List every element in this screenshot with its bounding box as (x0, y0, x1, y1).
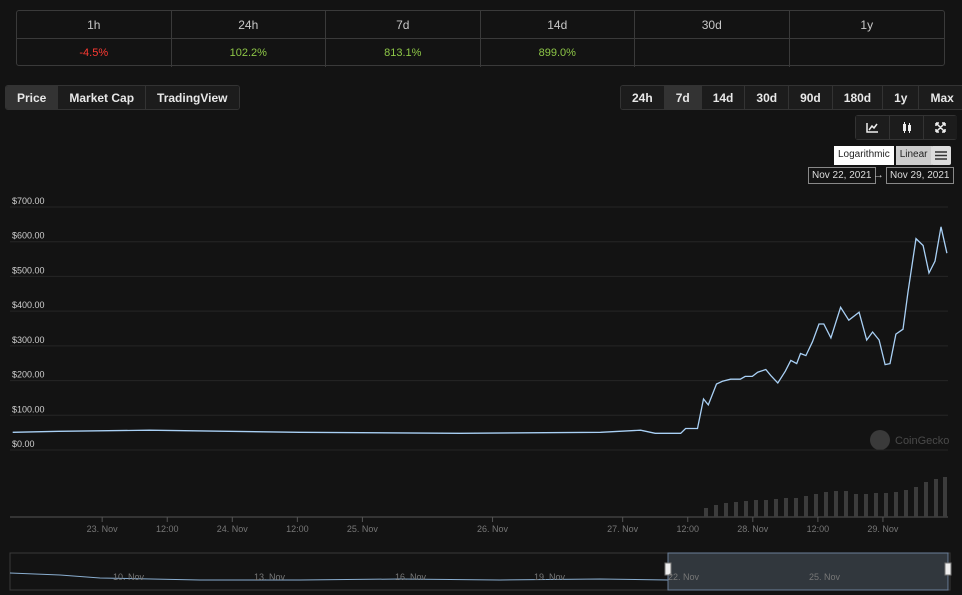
date-to[interactable]: Nov 29, 2021 (886, 167, 954, 184)
y-tick-label: $200.00 (12, 370, 45, 380)
navigator-label: 19. Nov (534, 572, 566, 582)
period-header: 7d (326, 11, 481, 39)
x-tick-label: 24. Nov (217, 524, 249, 534)
navigator-handle[interactable] (664, 562, 672, 576)
x-tick-label: 12:00 (286, 524, 309, 534)
range-buttons: 24h 7d 14d 30d 90d 180d 1y Max (620, 85, 962, 110)
period-value: -4.5% (17, 39, 172, 67)
x-tick-label: 26. Nov (477, 524, 509, 534)
navigator-label: 16. Nov (395, 572, 427, 582)
volume-bars (704, 477, 947, 517)
period-value: 813.1% (326, 39, 481, 67)
navigator-history (9, 572, 669, 581)
y-tick-label: $500.00 (12, 265, 45, 275)
x-tick-label: 12:00 (676, 524, 699, 534)
candle-chart-button[interactable] (889, 116, 923, 139)
y-tick-label: $0.00 (12, 439, 35, 449)
period-value: 102.2% (172, 39, 326, 67)
range-button[interactable]: 180d (831, 86, 883, 109)
y-tick-label: $100.00 (12, 404, 45, 414)
range-button[interactable]: 14d (700, 86, 745, 109)
tab-button[interactable]: Price (6, 86, 58, 109)
scale-button[interactable]: Logarithmic (834, 146, 894, 165)
x-tick-label: 27. Nov (607, 524, 639, 534)
tab-button[interactable]: Market Cap (57, 86, 146, 109)
range-button[interactable]: 7d (663, 86, 701, 109)
watermark (870, 430, 890, 450)
tab-button[interactable]: TradingView (145, 86, 239, 109)
chart-tabs: Price Market Cap TradingView (5, 85, 240, 110)
chart-type-buttons (855, 115, 957, 140)
period-header: 1h (17, 11, 172, 39)
y-tick-label: $700.00 (12, 196, 45, 206)
date-arrow: → (873, 169, 884, 181)
navigator-label: 22. Nov (668, 572, 700, 582)
range-button[interactable]: 90d (788, 86, 832, 109)
y-tick-label: $400.00 (12, 300, 45, 310)
y-tick-label: $600.00 (12, 231, 45, 241)
period-value-cell (635, 39, 790, 67)
range-button[interactable]: 30d (744, 86, 789, 109)
period-header: 14d (480, 11, 635, 39)
navigator-window[interactable] (667, 552, 949, 591)
navigator-label: 10. Nov (113, 572, 145, 582)
period-header: 30d (635, 11, 790, 39)
period-header: 1y (789, 11, 944, 39)
navigator-label: 25. Nov (809, 572, 841, 582)
period-value: 899.0% (481, 39, 635, 67)
range-button[interactable]: 24h (621, 86, 664, 109)
period-header: 24h (171, 11, 326, 39)
menu-button[interactable] (931, 146, 951, 165)
x-tick-label: 25. Nov (347, 524, 379, 534)
scale-buttons: Logarithmic Linear (834, 146, 932, 165)
x-tick-label: 12:00 (807, 524, 830, 534)
navigator-handle[interactable] (944, 562, 952, 576)
navigator-label: 13. Nov (254, 572, 286, 582)
range-button[interactable]: Max (918, 86, 962, 109)
range-button[interactable]: 1y (882, 86, 919, 109)
watermark-text: CoinGecko (895, 435, 949, 447)
scale-button[interactable]: Linear (895, 146, 932, 165)
line-chart-button[interactable] (856, 116, 889, 139)
performance-table: 1h 24h 7d 14d 30d 1y -4.5% 102.2% 813.1% 899.0% (16, 10, 945, 67)
x-tick-label: 23. Nov (87, 524, 119, 534)
price-line (12, 226, 948, 434)
x-tick-label: 12:00 (156, 524, 179, 534)
x-tick-label: 28. Nov (737, 524, 769, 534)
fullscreen-button[interactable] (923, 116, 957, 139)
x-tick-label: 29. Nov (867, 524, 899, 534)
y-tick-label: $300.00 (12, 335, 45, 345)
date-from[interactable]: Nov 22, 2021 (808, 167, 876, 184)
